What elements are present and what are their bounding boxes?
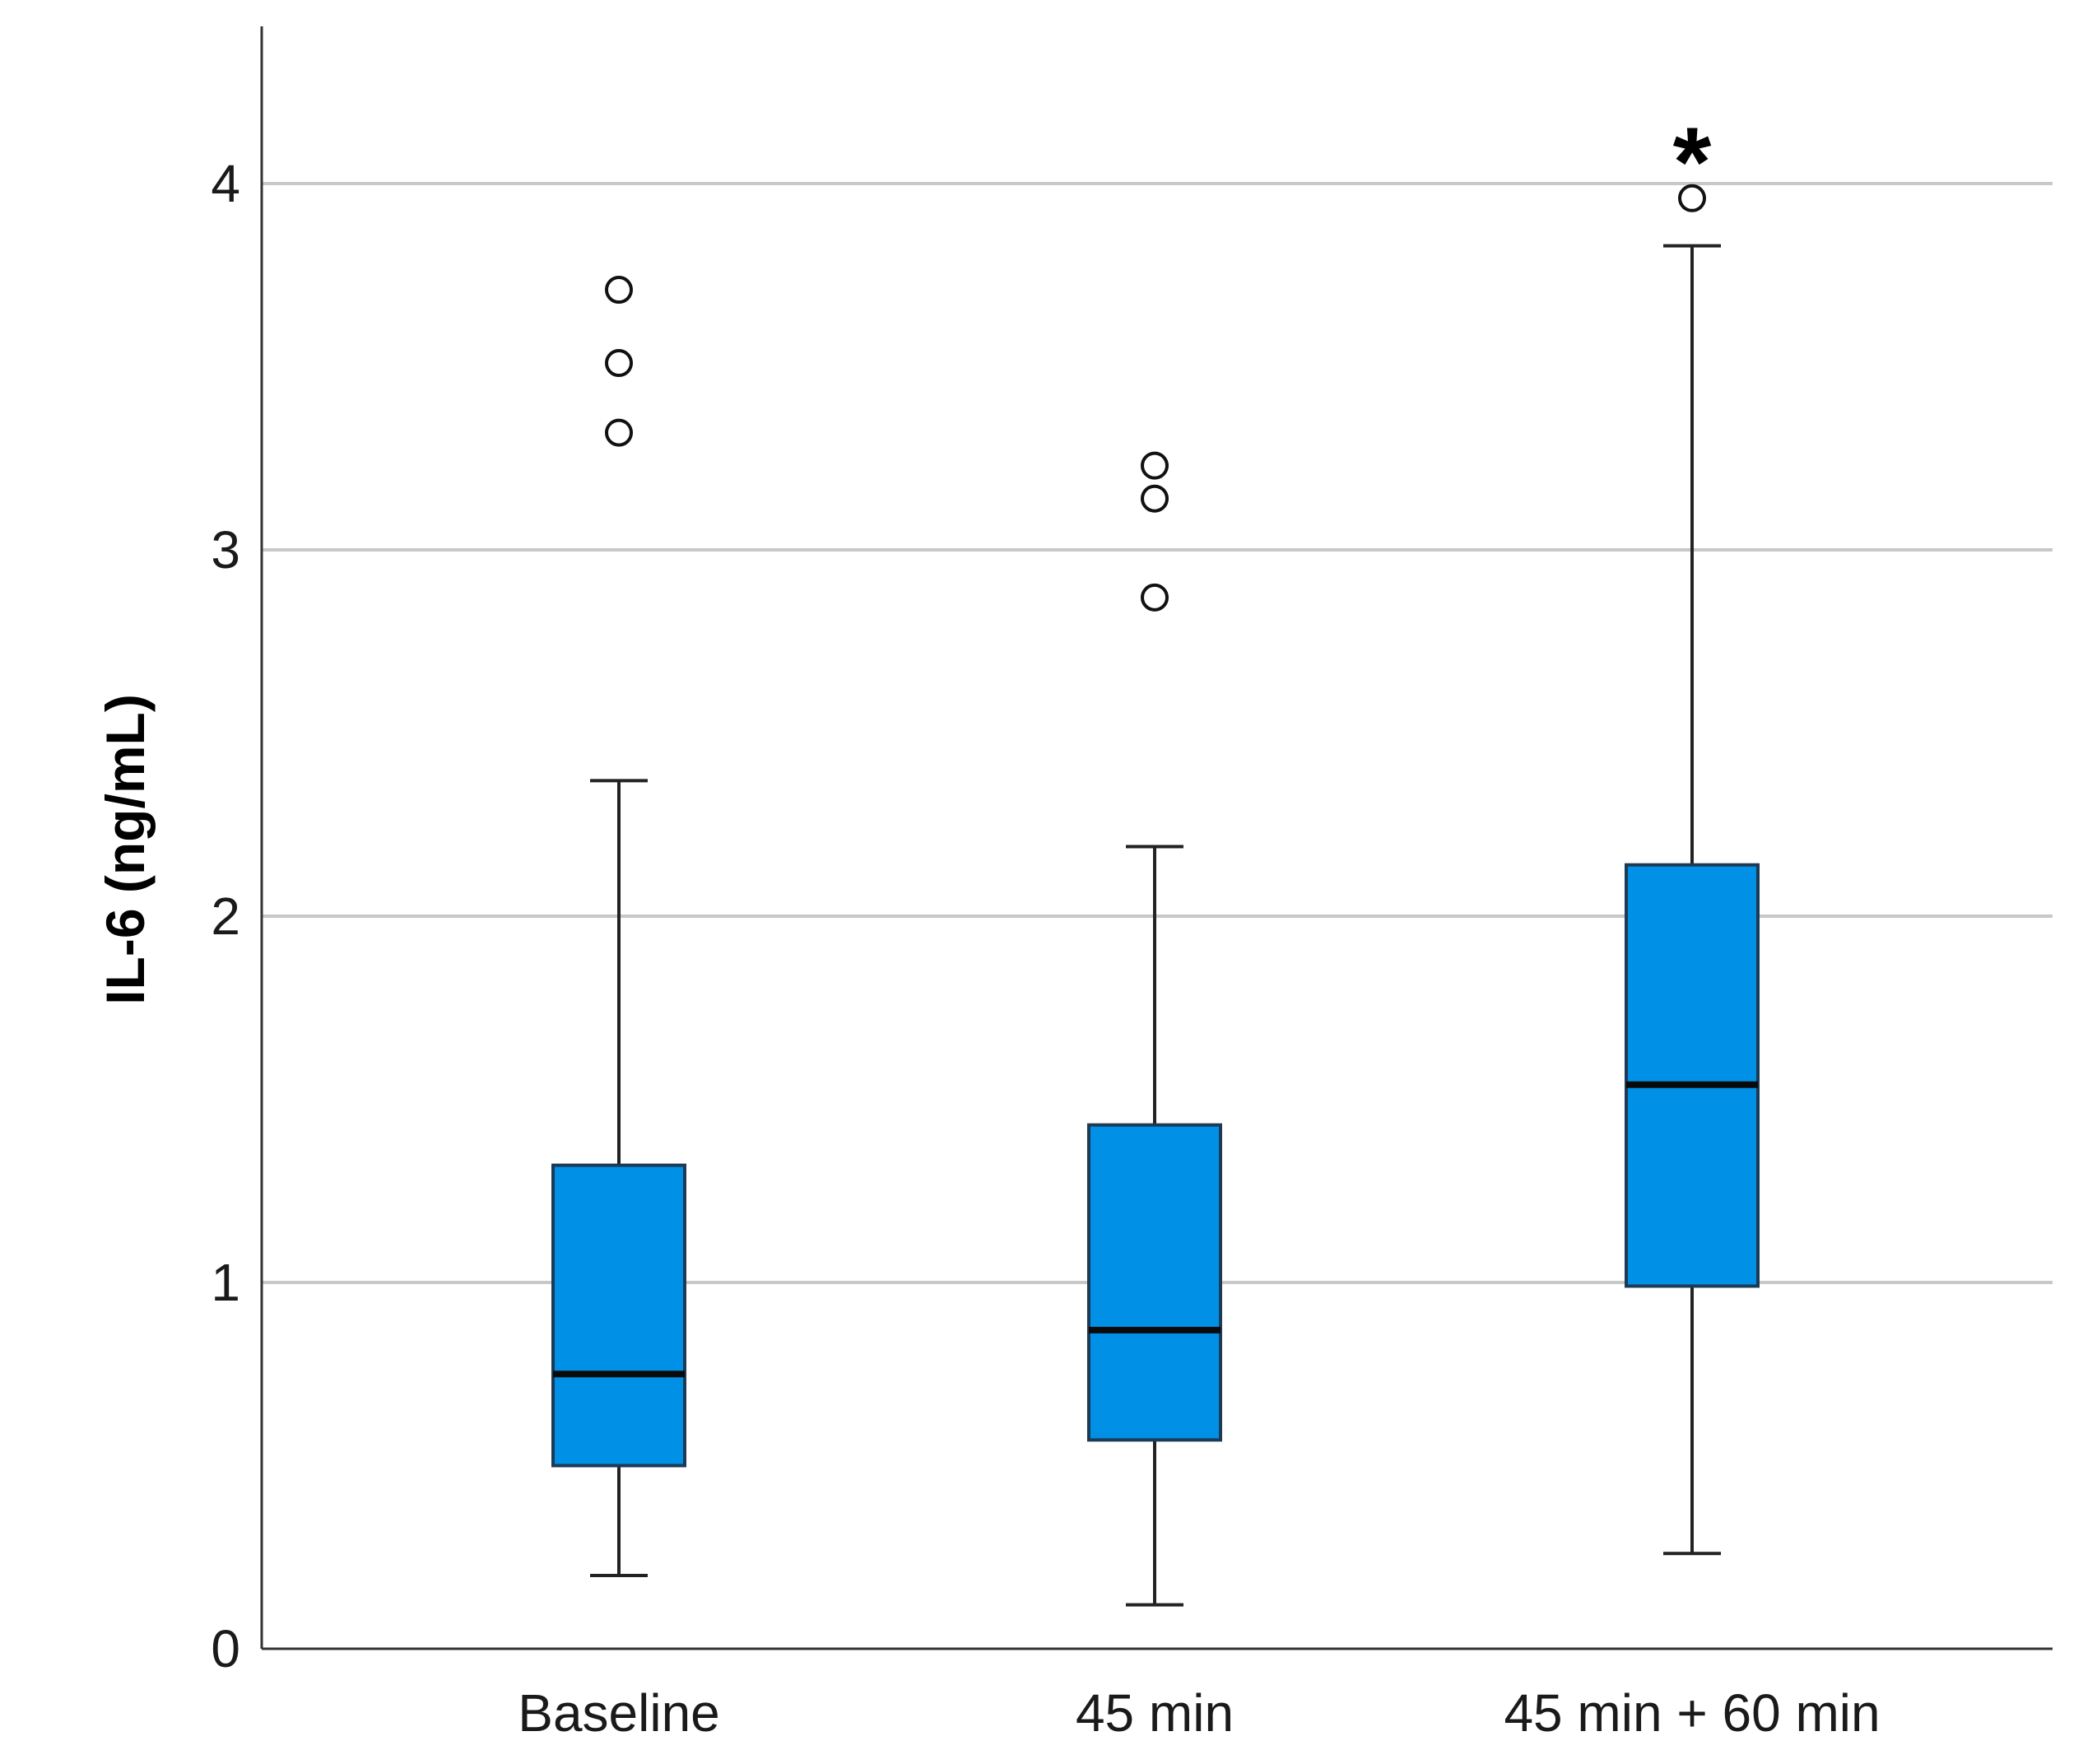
outlier-point: [1141, 583, 1169, 612]
box-3: [1625, 184, 1760, 1556]
y-axis-title: IL-6 (ng/mL): [95, 694, 156, 1005]
box-2: [1087, 451, 1222, 1607]
axes: 0 1 2 3 4 Baseline 45 min 45 min + 60 min *: [211, 26, 2053, 1743]
outlier-point: [1141, 484, 1169, 513]
outlier-point: [1141, 451, 1169, 480]
iqr-box: [1087, 1123, 1222, 1442]
gridlines: [262, 182, 2053, 1284]
outlier-point: [605, 276, 633, 305]
iqr-box: [551, 1163, 686, 1468]
y-tick-label: 0: [211, 1619, 240, 1678]
y-tick-label: 2: [211, 887, 240, 946]
y-tick-label: 1: [211, 1253, 240, 1312]
box-1: [551, 276, 686, 1577]
iqr-box: [1625, 863, 1760, 1288]
outlier-point: [605, 418, 633, 447]
x-tick-label: Baseline: [518, 1683, 720, 1743]
x-tick-label: 45 min: [1076, 1683, 1234, 1743]
y-tick-label: 3: [211, 520, 240, 579]
plot-area: [551, 184, 1760, 1607]
significance-marker: *: [1673, 107, 1712, 217]
x-tick-label: 45 min + 60 min: [1504, 1683, 1880, 1743]
outlier-point: [1678, 184, 1706, 212]
y-tick-label: 4: [211, 154, 240, 213]
outlier-point: [605, 349, 633, 378]
